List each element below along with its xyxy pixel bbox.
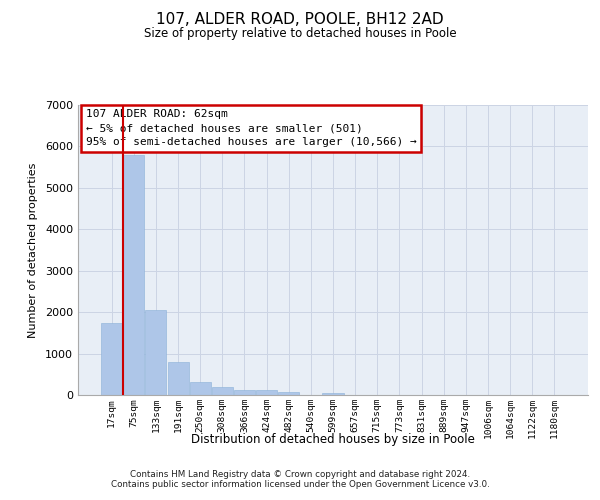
Y-axis label: Number of detached properties: Number of detached properties (28, 162, 38, 338)
Text: 107, ALDER ROAD, POOLE, BH12 2AD: 107, ALDER ROAD, POOLE, BH12 2AD (156, 12, 444, 28)
Bar (234, 390, 255, 395)
Bar (167, 362, 188, 395)
Bar (145, 310, 166, 395)
Bar (124, 154, 145, 395)
Bar (256, 390, 277, 395)
Bar (322, 392, 344, 395)
Text: Distribution of detached houses by size in Poole: Distribution of detached houses by size … (191, 432, 475, 446)
Text: 107 ALDER ROAD: 62sqm
← 5% of detached houses are smaller (501)
95% of semi-deta: 107 ALDER ROAD: 62sqm ← 5% of detached h… (86, 110, 416, 148)
Bar (190, 382, 211, 395)
Text: Contains HM Land Registry data © Crown copyright and database right 2024.
Contai: Contains HM Land Registry data © Crown c… (110, 470, 490, 489)
Bar (101, 322, 122, 395)
Bar (212, 386, 233, 395)
Bar (278, 392, 299, 395)
Text: Size of property relative to detached houses in Poole: Size of property relative to detached ho… (143, 28, 457, 40)
